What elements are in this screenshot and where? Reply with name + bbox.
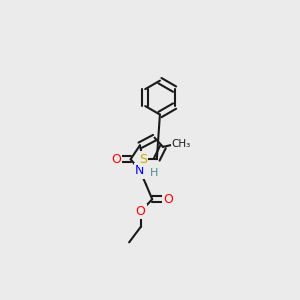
Text: CH₃: CH₃	[172, 139, 191, 149]
Text: S: S	[139, 153, 147, 166]
Text: O: O	[164, 193, 173, 206]
Text: O: O	[111, 153, 121, 166]
Text: O: O	[136, 205, 146, 218]
Text: H: H	[150, 168, 158, 178]
Text: N: N	[135, 164, 145, 177]
